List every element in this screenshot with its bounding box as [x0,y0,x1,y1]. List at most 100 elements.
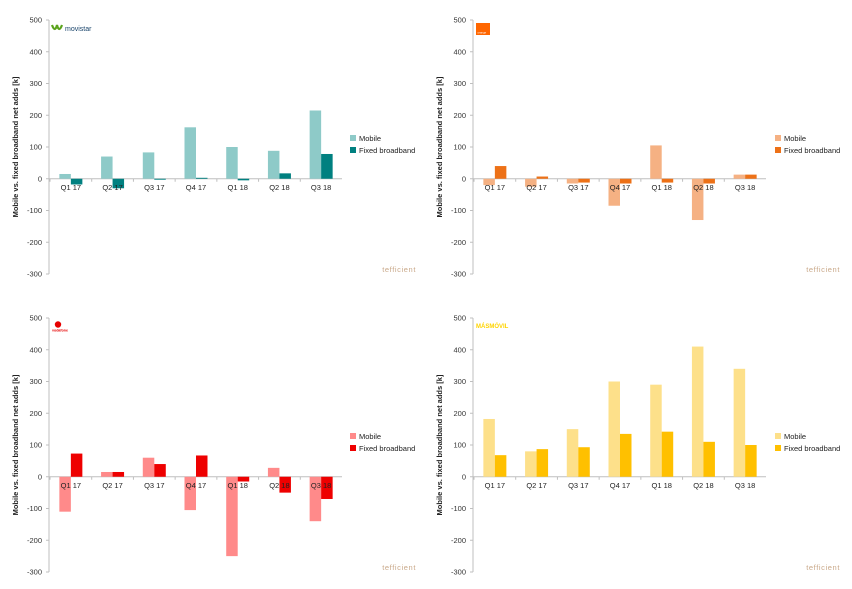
y-tick-label: 200 [453,111,466,120]
y-tick-label: 500 [453,314,466,323]
vodafone-logo-icon [54,321,62,328]
x-tick-label: Q1 18 [651,481,671,490]
bar-fixed-broadband-q2-18 [279,173,291,179]
bar-fixed-broadband-q2-18 [703,441,715,477]
y-axis-title: Mobile vs. fixed broadband net adds [k] [435,374,444,515]
bar-mobile-q2-17 [525,178,537,187]
bar-fixed-broadband-q1-18 [237,178,250,181]
bar-mobile-q1-17 [483,418,495,477]
legend-swatch [350,445,356,451]
bar-fixed-broadband-q1-18 [661,178,674,183]
x-tick-label: Q2 18 [693,183,713,192]
legend-swatch [775,433,781,439]
bar-mobile-q3-17 [566,178,579,184]
y-tick-label: 300 [453,377,466,386]
x-tick-label: Q4 17 [186,183,206,192]
legend-swatch [775,445,781,451]
y-tick-label: 200 [29,409,42,418]
y-tick-label: -200 [451,238,466,247]
x-tick-label: Q4 17 [186,481,206,490]
bar-fixed-broadband-q2-18 [279,476,291,493]
bar-mobile-q3-17 [566,429,579,477]
legend-label: Mobile [784,432,806,441]
legend-swatch [350,147,356,153]
bar-fixed-broadband-q2-18 [703,178,715,184]
bar-fixed-broadband-q2-17 [536,176,549,179]
bar-mobile-q2-17 [101,471,113,477]
legend-label: Mobile [784,134,806,143]
bar-fixed-broadband-q2-17 [536,449,549,477]
bar-mobile-q2-18 [267,467,280,477]
chart-panel-vodafone: 500 400 300 200 100 0 -100 -200 -300 Mobile vs. f… [11,314,416,577]
x-tick-label: Q1 17 [61,183,81,192]
bar-mobile-q4-17 [184,476,196,511]
y-tick-label: -300 [27,270,42,279]
orange-logo-icon [476,23,490,35]
x-tick-label: Q2 18 [269,481,289,490]
brand-logo-text: orange [478,31,487,35]
bar-fixed-broadband-q1-18 [661,431,674,477]
legend-swatch [350,433,356,439]
bar-mobile-q1-18 [650,145,662,179]
x-tick-label: Q4 17 [610,183,630,192]
x-tick-label: Q2 18 [269,183,289,192]
y-tick-label: 100 [453,441,466,450]
bar-fixed-broadband-q3-17 [154,178,166,180]
y-tick-label: 0 [38,472,42,481]
chart-panel-movistar: 500 400 300 200 100 0 -100 -200 -300 Mobile vs. f… [11,16,416,279]
x-tick-label: Q3 17 [568,481,588,490]
y-tick-label: 0 [38,174,42,183]
bar-mobile-q3-18 [733,174,746,179]
chart-panel-masmovil: 500 400 300 200 100 0 -100 -200 -300 Mobile vs. f… [435,314,840,577]
x-tick-label: Q2 17 [102,183,122,192]
y-tick-label: 400 [453,345,466,354]
y-tick-label: -300 [451,568,466,577]
bar-fixed-broadband-q3-17 [578,447,590,477]
x-tick-label: Q1 18 [227,183,247,192]
bar-mobile-q4-17 [184,127,196,179]
bar-fixed-broadband-q4-17 [620,433,632,477]
bar-fixed-broadband-q3-18 [321,476,333,499]
legend-label: Mobile [359,134,381,143]
tefficient-watermark: tefficient [382,563,416,572]
y-tick-label: 200 [453,409,466,418]
chart-panel-orange: 500 400 300 200 100 0 -100 -200 -300 Mobile vs. f… [435,16,840,279]
bar-mobile-q4-17 [608,381,620,477]
bar-mobile-q1-17 [483,178,495,186]
legend-label: Fixed broadband [784,444,840,453]
bar-mobile-q3-17 [142,152,155,179]
y-tick-label: 100 [29,441,42,450]
y-tick-label: 100 [29,143,42,152]
legend-label: Fixed broadband [784,146,840,155]
bar-mobile-q2-17 [101,156,113,179]
y-tick-label: -200 [451,536,466,545]
x-tick-label: Q3 17 [568,183,588,192]
tefficient-watermark: tefficient [382,265,416,274]
bar-mobile-q1-18 [650,384,662,477]
bar-mobile-q3-17 [142,457,155,477]
y-tick-label: -300 [27,568,42,577]
y-tick-label: -100 [27,206,42,215]
bar-mobile-q1-18 [226,147,238,179]
legend-label: Fixed broadband [359,146,415,155]
y-tick-label: 400 [29,47,42,56]
bar-mobile-q3-18 [733,368,746,477]
y-tick-label: -200 [27,238,42,247]
y-tick-label: 500 [29,16,42,25]
bar-mobile-q1-18 [226,476,238,557]
y-axis-title: Mobile vs. fixed broadband net adds [k] [11,76,20,217]
x-tick-label: Q1 17 [61,481,81,490]
x-tick-label: Q2 17 [526,481,546,490]
x-tick-label: Q2 17 [526,183,546,192]
bar-mobile-q2-18 [691,178,704,221]
x-tick-label: Q3 18 [311,183,331,192]
bar-fixed-broadband-q3-18 [745,445,757,477]
legend-label: Fixed broadband [359,444,415,453]
bar-mobile-q1-17 [59,476,71,512]
bar-mobile-q2-17 [525,451,537,477]
x-tick-label: Q3 18 [735,481,755,490]
y-tick-label: 0 [462,174,466,183]
y-tick-label: 0 [462,472,466,481]
y-tick-label: 300 [29,79,42,88]
